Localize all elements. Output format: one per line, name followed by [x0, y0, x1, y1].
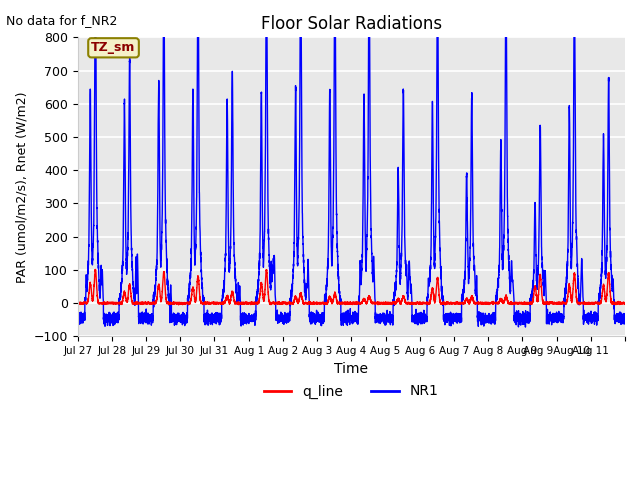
NR1 [216, 315, 223, 321]
NR1 [319, 314, 327, 320]
Line: NR1: NR1 [77, 0, 625, 327]
Text: No data for f_NR2: No data for f_NR2 [6, 14, 118, 27]
X-axis label: Time: Time [334, 361, 369, 376]
NR1 [74, 311, 81, 316]
q_line [621, 300, 629, 306]
q_line [175, 302, 182, 308]
NR1 [93, 199, 100, 205]
q_line [485, 300, 493, 306]
NR1 [621, 320, 629, 326]
q_line [74, 300, 81, 305]
Y-axis label: PAR (umol/m2/s), Rnet (W/m2): PAR (umol/m2/s), Rnet (W/m2) [15, 91, 28, 283]
Text: TZ_sm: TZ_sm [92, 41, 136, 54]
q_line [551, 300, 559, 306]
Line: q_line: q_line [77, 269, 625, 305]
q_line [216, 300, 223, 306]
Title: Floor Solar Radiations: Floor Solar Radiations [260, 15, 442, 33]
NR1 [485, 313, 493, 319]
NR1 [242, 311, 250, 317]
q_line [242, 300, 250, 306]
q_line [92, 266, 99, 272]
q_line [93, 287, 100, 292]
NR1 [551, 315, 559, 321]
Legend: q_line, NR1: q_line, NR1 [258, 379, 445, 404]
NR1 [522, 324, 529, 330]
q_line [319, 301, 327, 307]
